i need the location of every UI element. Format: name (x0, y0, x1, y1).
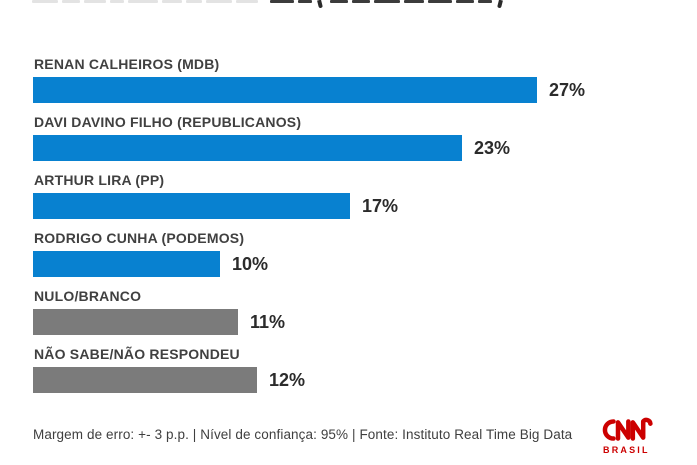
bar-row: RODRIGO CUNHA (PODEMOS) 10% (33, 230, 683, 277)
bar-chart: RENAN CALHEIROS (MDB) 27% DAVI DAVINO FILH… (33, 56, 683, 404)
title-fragment (62, 0, 80, 3)
bar (33, 309, 238, 335)
bar-value-label: 11% (250, 312, 286, 332)
bar-category-label: ARTHUR LIRA (PP) (34, 172, 165, 188)
bar-value-label: 27% (549, 80, 586, 100)
title-fragment (404, 0, 424, 3)
title-parenthesis-fragment (317, 0, 323, 9)
methodology-note: Margem de erro: +- 3 p.p. | Nível de con… (33, 427, 573, 442)
title-fragment (298, 0, 312, 3)
cnn-logo-icon (602, 417, 653, 441)
bar (33, 77, 537, 103)
cropped-title-fragments (0, 0, 697, 10)
bar-line: 17% (33, 193, 683, 219)
title-fragment (236, 0, 258, 3)
bar-category-label: NULO/BRANCO (34, 288, 142, 304)
bar-category-label: DAVI DAVINO FILHO (REPUBLICANOS) (34, 114, 302, 130)
title-fragment (478, 0, 492, 3)
title-fragment (206, 0, 232, 3)
cnn-brasil-logo: BRASIL (600, 416, 660, 455)
title-fragment (186, 0, 202, 3)
title-fragment (128, 0, 158, 3)
title-fragment (428, 0, 452, 3)
cnn-brasil-sublabel: BRASIL (603, 445, 650, 455)
title-fragment (330, 0, 348, 3)
bar-value-label: 23% (474, 138, 511, 158)
bar-value-label: 17% (362, 196, 399, 216)
bar-line: 12% (33, 367, 683, 393)
title-fragment (374, 0, 400, 3)
title-fragment (110, 0, 124, 3)
title-fragment (84, 0, 106, 3)
bar-row: RENAN CALHEIROS (MDB) 27% (33, 56, 683, 103)
bar-row: ARTHUR LIRA (PP) 17% (33, 172, 683, 219)
title-fragment (456, 0, 474, 3)
bar-category-label: NÃO SABE/NÃO RESPONDEU (34, 346, 240, 362)
title-fragment (270, 0, 294, 3)
bar-row: DAVI DAVINO FILHO (REPUBLICANOS) 23% (33, 114, 683, 161)
bar-value-label: 10% (232, 254, 269, 274)
title-fragment (352, 0, 370, 3)
bar-line: 10% (33, 251, 683, 277)
title-fragment (32, 0, 58, 3)
bar-line: 11% (33, 309, 683, 335)
bar-category-label: RODRIGO CUNHA (PODEMOS) (34, 230, 245, 246)
bar-row: NÃO SABE/NÃO RESPONDEU 12% (33, 346, 683, 393)
bar-line: 27% (33, 77, 683, 103)
title-fragment (162, 0, 182, 3)
bar (33, 135, 462, 161)
bar (33, 251, 220, 277)
bar-category-label: RENAN CALHEIROS (MDB) (34, 56, 220, 72)
bar-row: NULO/BRANCO 11% (33, 288, 683, 335)
title-parenthesis-fragment (497, 0, 503, 9)
bar (33, 367, 257, 393)
bar-line: 23% (33, 135, 683, 161)
bar-value-label: 12% (269, 370, 306, 390)
bar (33, 193, 350, 219)
